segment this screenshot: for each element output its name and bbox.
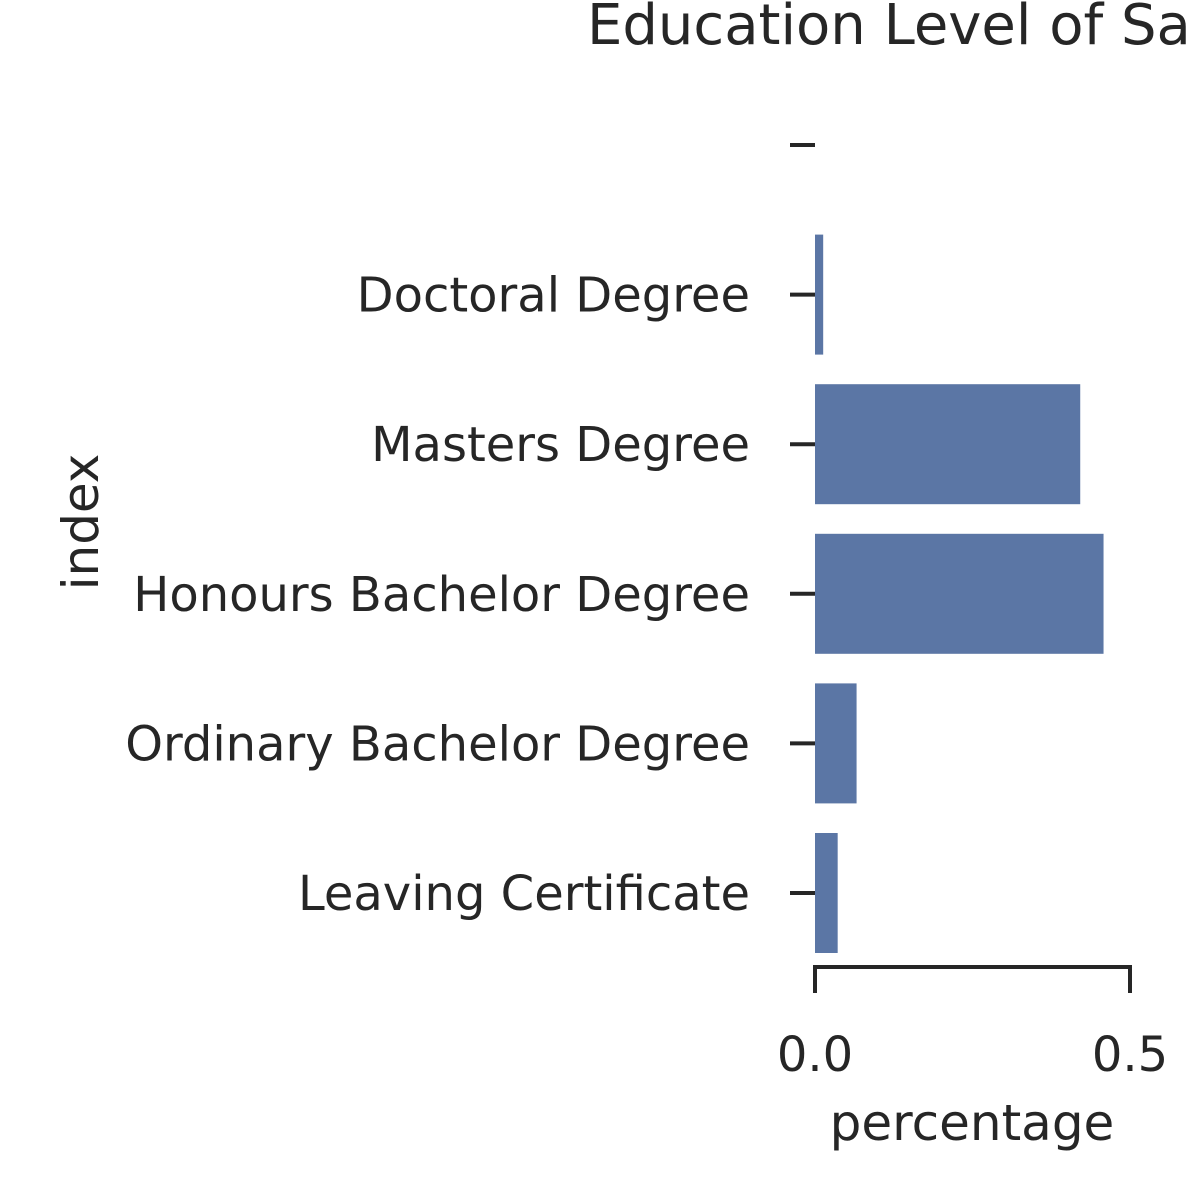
bar	[815, 833, 838, 953]
bar	[815, 384, 1081, 505]
bar	[815, 234, 824, 355]
bar	[815, 683, 857, 804]
chart-title: Education Level of Sa	[587, 0, 1191, 58]
bars-group	[815, 234, 1104, 953]
y-tick-label: Ordinary Bachelor Degree	[125, 716, 750, 772]
y-tick-label: Doctoral Degree	[357, 268, 750, 324]
x-axis-label: percentage	[830, 1094, 1115, 1152]
y-tick-label: Masters Degree	[371, 417, 750, 473]
x-tick-label: 0.0	[777, 1027, 853, 1083]
x-tick-label: 0.5	[1092, 1027, 1168, 1083]
y-tick-label: Leaving Certificate	[298, 866, 750, 922]
y-axis-label: index	[52, 454, 110, 591]
y-axis-ticks: Doctoral Degree Masters Degree Honours Bac…	[125, 143, 815, 922]
bar	[815, 533, 1104, 654]
x-axis: 0.0 0.5	[777, 965, 1168, 1083]
y-tick-label: Honours Bachelor Degree	[133, 567, 750, 623]
